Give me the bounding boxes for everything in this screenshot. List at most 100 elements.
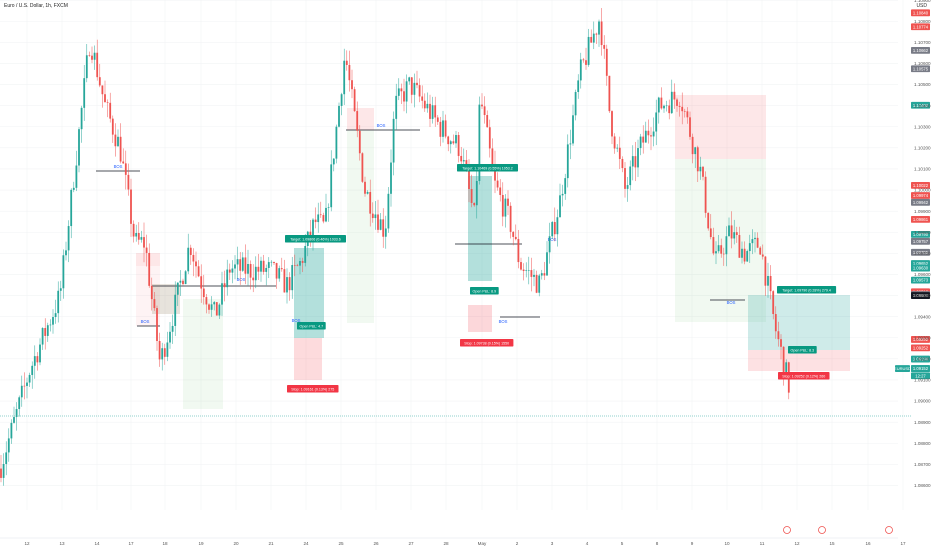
candle-body (241, 257, 244, 271)
position-label-text: Open P&L: 8.3 (791, 349, 815, 353)
candle-body (192, 254, 195, 262)
candle-body (127, 174, 130, 190)
price-tick-label: 1.10500 (914, 82, 931, 87)
candle-body (62, 255, 65, 289)
position-zone (183, 299, 223, 409)
candle-body (395, 95, 398, 119)
price-badge-text: 1.09942 (913, 200, 929, 205)
candle-body (10, 422, 13, 439)
candle-body (80, 107, 83, 130)
candle-body (673, 91, 676, 100)
chart-grid (0, 0, 904, 510)
candle-body (769, 275, 772, 292)
candle-body (462, 160, 465, 162)
candle-body (257, 266, 260, 272)
candle-body (280, 268, 283, 270)
candle-body (494, 165, 496, 181)
candle-body (332, 158, 335, 165)
candle-body (145, 247, 148, 253)
candle-body (382, 219, 385, 237)
candle-body (41, 328, 44, 345)
event-flag-icon[interactable] (783, 526, 791, 534)
candle-body (683, 111, 686, 112)
candle-body (626, 185, 629, 189)
bos-label: BOS (377, 123, 386, 128)
candle-body (158, 340, 161, 360)
candle-body (249, 263, 252, 278)
time-tick-label: 12 (24, 541, 30, 546)
candle-body (746, 251, 749, 262)
candle-body (169, 331, 171, 343)
price-axis[interactable]: 1.111001.110001.109001.108001.107001.106… (914, 0, 931, 488)
time-tick-label: 19 (198, 541, 204, 546)
candle-body (447, 136, 450, 145)
us-flag-icon[interactable] (818, 526, 826, 534)
candle-body (582, 59, 585, 61)
time-tick-label: 26 (373, 541, 379, 546)
position-zone (347, 130, 374, 323)
price-badge-text: 1.09199 (913, 357, 929, 362)
candle-body (548, 236, 551, 253)
candle-body (507, 198, 509, 206)
time-axis[interactable]: 12 13 14 17 18 19 20 21 24 25 26 27 28 May 2 3 4 5 8 9 10 11 1… (0, 537, 906, 546)
price-badge-text: 1.09630 (913, 266, 929, 271)
candlesticks (0, 8, 790, 486)
candle-body (143, 237, 145, 248)
candle-body (137, 233, 140, 240)
candle-body (468, 170, 470, 190)
candle-body (481, 104, 483, 107)
candle-body (353, 89, 356, 112)
candle-body (179, 280, 182, 283)
candle-body (283, 269, 286, 293)
candle-body (429, 103, 431, 119)
candle-body (676, 99, 678, 106)
candle-body (496, 180, 499, 188)
candle-body (629, 166, 632, 186)
candle-body (75, 165, 78, 188)
position-label-text: Target: 1.10469 (0.55%) 1053.2 (462, 167, 513, 171)
candle-body (499, 187, 502, 195)
price-tick-label: 1.10600 (914, 61, 931, 66)
price-badge-text: 1.10662 (913, 48, 929, 53)
candle-body (260, 260, 262, 272)
price-badge-text: 1.09152 (913, 366, 929, 371)
candle-body (26, 382, 28, 386)
price-badge-text: 1.09757 (913, 239, 929, 244)
candle-body (720, 245, 723, 254)
candle-body (686, 111, 689, 118)
price-tick-label: 1.09800 (914, 230, 931, 235)
candle-body (715, 251, 717, 254)
candle-body (397, 88, 400, 96)
candle-body (538, 275, 541, 293)
candle-body (236, 259, 239, 265)
candle-body (501, 194, 504, 217)
price-tick-label: 1.10000 (914, 188, 931, 193)
candle-body (85, 55, 88, 79)
candle-body (387, 193, 390, 229)
price-badge (911, 101, 930, 109)
candle-body (384, 228, 387, 237)
candle-body (785, 362, 788, 376)
candle-body (231, 268, 234, 273)
candle-body (512, 231, 515, 237)
candle-body (358, 130, 361, 154)
candle-body (470, 189, 473, 203)
candle-body (104, 94, 106, 103)
price-badge (911, 192, 930, 199)
candle-body (434, 105, 437, 118)
candle-body (546, 252, 548, 276)
event-icons[interactable] (783, 526, 893, 534)
candle-body (608, 75, 611, 112)
candle-body (624, 168, 626, 189)
candle-body (213, 302, 216, 305)
price-badge (911, 372, 930, 380)
us-flag-icon[interactable] (885, 526, 893, 534)
candle-body (135, 233, 138, 237)
candle-body (166, 342, 169, 357)
price-tick-label: 1.09500 (914, 293, 931, 298)
candle-body (574, 91, 577, 116)
position-label-box (285, 235, 346, 243)
position-zone (675, 95, 766, 159)
candle-body (543, 273, 546, 276)
